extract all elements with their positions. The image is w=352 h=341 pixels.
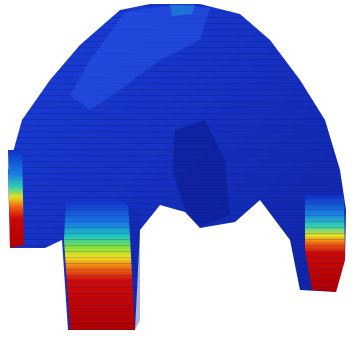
leg-back-left [8,150,24,248]
page [0,0,352,341]
voxel-render [0,0,352,341]
